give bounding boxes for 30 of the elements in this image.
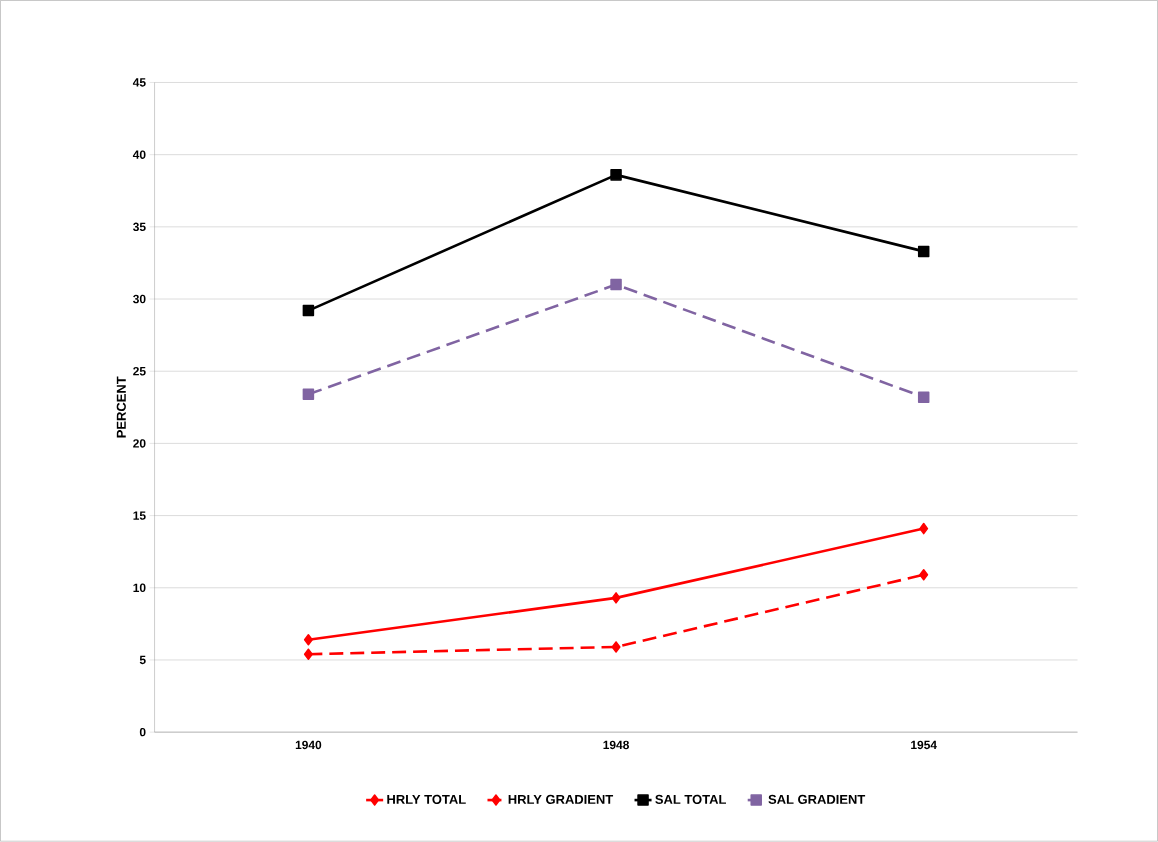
legend-label: HRLY TOTAL <box>387 794 466 805</box>
y-axis-title: PERCENT <box>116 376 126 438</box>
point <box>611 641 621 653</box>
y-tick-label: 5 <box>139 655 146 665</box>
legend-label: SAL GRADIENT <box>768 794 866 805</box>
y-tick-label: 25 <box>133 367 146 376</box>
y-tick-label: 40 <box>132 150 146 160</box>
legend-label: SAL TOTAL <box>655 794 727 805</box>
y-tick-label: 15 <box>133 511 146 520</box>
y-tick-label: 45 <box>132 78 146 87</box>
point <box>919 523 929 535</box>
x-tick-label: 1940 <box>295 740 322 750</box>
point <box>302 304 315 317</box>
y-tick-label: 35 <box>133 222 146 232</box>
point <box>919 569 929 581</box>
y-tick-label: 30 <box>133 294 146 304</box>
legend-label: HRLY GRADIENT <box>508 794 614 805</box>
y-tick-label: 0 <box>139 728 146 737</box>
point <box>303 634 313 646</box>
y-tick-label: 10 <box>133 583 146 593</box>
x-tick-label: 1948 <box>603 740 629 750</box>
point <box>610 169 622 181</box>
y-tick-label: 20 <box>133 439 146 448</box>
point <box>610 279 622 291</box>
point <box>302 388 315 401</box>
x-tick-label: 1954 <box>911 740 937 750</box>
point <box>917 245 930 258</box>
point <box>917 391 930 404</box>
point <box>611 592 621 604</box>
point <box>303 648 313 661</box>
